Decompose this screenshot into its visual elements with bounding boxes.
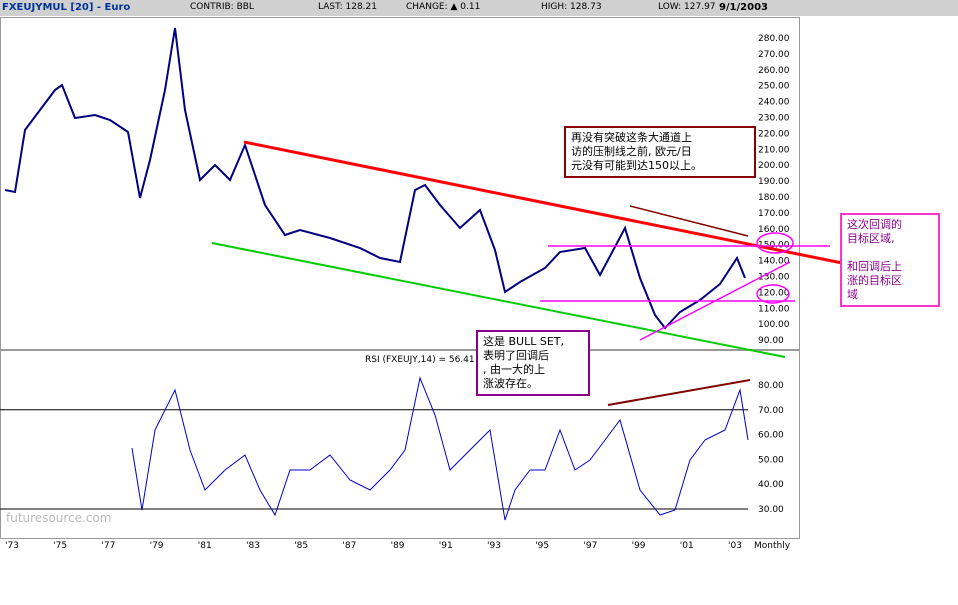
price-tick-18: 100.00 xyxy=(758,320,790,330)
x-tick-4: '81 xyxy=(198,541,212,551)
price-tick-8: 200.00 xyxy=(758,161,790,171)
last-price: LAST: 128.21 xyxy=(318,2,377,12)
low: LOW: 127.97 xyxy=(658,2,716,12)
rsi-tick-5: 30.00 xyxy=(758,505,784,515)
x-tick-1: '75 xyxy=(53,541,67,551)
price-tick-17: 110.00 xyxy=(758,304,790,314)
rsi-tick-2: 60.00 xyxy=(758,431,784,441)
price-tick-7: 210.00 xyxy=(758,145,790,155)
change: CHANGE: ▲ 0.11 xyxy=(406,2,481,12)
x-tick-10: '93 xyxy=(487,541,501,551)
price-tick-19: 90.00 xyxy=(758,336,784,346)
target-ellipse-upper xyxy=(756,232,794,254)
high: HIGH: 128.73 xyxy=(541,2,602,12)
x-tick-11: '95 xyxy=(535,541,549,551)
price-tick-14: 140.00 xyxy=(758,257,790,267)
price-tick-0: 280.00 xyxy=(758,34,790,44)
chart-date: 9/1/2003 xyxy=(718,2,768,13)
rsi-tick-0: 80.00 xyxy=(758,381,784,391)
price-tick-11: 170.00 xyxy=(758,209,790,219)
rsi-divergence-line xyxy=(607,379,751,406)
rsi-panel xyxy=(0,350,800,539)
chart-header: FXEUJYMUL [20] - Euro CONTRIB: BBL LAST:… xyxy=(0,0,958,16)
price-panel xyxy=(0,17,800,350)
price-tick-4: 240.00 xyxy=(758,98,790,108)
x-tick-16: Monthly xyxy=(754,541,791,551)
rsi-tick-1: 70.00 xyxy=(758,406,784,416)
price-tick-15: 130.00 xyxy=(758,273,790,283)
x-tick-13: '99 xyxy=(632,541,646,551)
resistance-line xyxy=(243,140,853,267)
callout-target-zone: 这次回调的 目标区域, 和回调后上 涨的目标区 域 xyxy=(840,213,940,307)
x-tick-14: '01 xyxy=(680,541,694,551)
support-line xyxy=(211,242,786,358)
price-tick-16: 120.00 xyxy=(758,288,790,298)
price-tick-9: 190.00 xyxy=(758,177,790,187)
price-tick-6: 220.00 xyxy=(758,129,790,139)
x-tick-8: '89 xyxy=(391,541,405,551)
contrib: CONTRIB: BBL xyxy=(190,2,254,12)
uptrend-line xyxy=(639,261,791,341)
watermark: futuresource.com xyxy=(6,511,112,525)
brown-trend-line xyxy=(629,205,749,237)
x-tick-2: '77 xyxy=(101,541,115,551)
x-tick-15: '03 xyxy=(728,541,742,551)
callout-bull-set: 这是 BULL SET, 表明了回调后 , 由一大的上 涨波存在。 xyxy=(476,330,590,396)
price-tick-3: 250.00 xyxy=(758,82,790,92)
rsi-line xyxy=(131,376,749,521)
x-tick-9: '91 xyxy=(439,541,453,551)
price-tick-5: 230.00 xyxy=(758,114,790,124)
x-tick-12: '97 xyxy=(583,541,597,551)
chart-title: FXEUJYMUL [20] - Euro xyxy=(2,2,131,13)
x-tick-6: '85 xyxy=(294,541,308,551)
rsi-tick-4: 40.00 xyxy=(758,480,784,490)
x-tick-3: '79 xyxy=(150,541,164,551)
rsi-tick-3: 50.00 xyxy=(758,455,784,465)
x-tick-7: '87 xyxy=(342,541,356,551)
price-tick-12: 160.00 xyxy=(758,225,790,235)
x-tick-5: '83 xyxy=(246,541,260,551)
rsi-label: RSI (FXEUJY,14) = 56.41 xyxy=(365,355,475,365)
callout-resistance: 再没有突破这条大通道上 访的压制线之前, 欧元/日 元没有可能到达150以上。 xyxy=(564,126,756,178)
price-tick-10: 180.00 xyxy=(758,193,790,203)
price-tick-2: 260.00 xyxy=(758,66,790,76)
price-line xyxy=(4,27,746,330)
target-ellipse-lower xyxy=(756,284,790,304)
price-tick-1: 270.00 xyxy=(758,50,790,60)
x-tick-0: '73 xyxy=(5,541,19,551)
